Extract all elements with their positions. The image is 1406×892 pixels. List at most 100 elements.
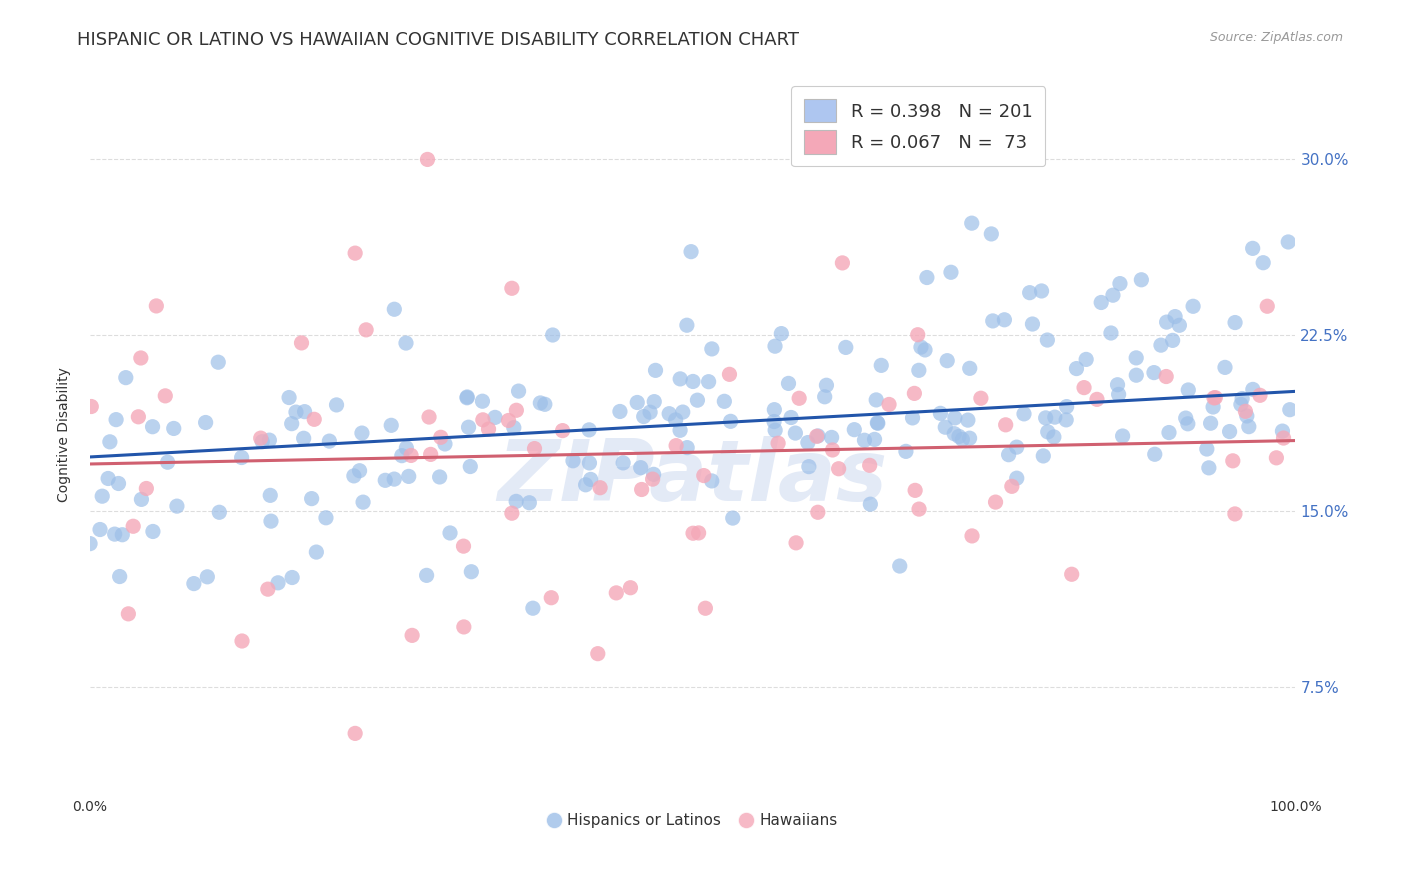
Point <box>682 526 704 541</box>
Point <box>575 477 598 491</box>
Point <box>281 570 304 584</box>
Point <box>131 492 153 507</box>
Point <box>155 389 177 403</box>
Point <box>831 256 853 270</box>
Point <box>107 476 129 491</box>
Point <box>501 281 523 295</box>
Point <box>578 456 600 470</box>
Point <box>1237 419 1260 434</box>
Point <box>820 430 842 444</box>
Point <box>183 576 205 591</box>
Point <box>700 474 723 488</box>
Point <box>1256 299 1278 313</box>
Point <box>814 390 837 404</box>
Point <box>797 435 820 450</box>
Point <box>498 413 520 427</box>
Point <box>477 422 499 436</box>
Point <box>806 429 828 443</box>
Point <box>166 499 188 513</box>
Point <box>460 565 482 579</box>
Text: ZIPatlas: ZIPatlas <box>498 436 887 519</box>
Point <box>259 488 281 502</box>
Point <box>948 429 970 443</box>
Point <box>418 410 440 425</box>
Point <box>612 456 634 470</box>
Point <box>908 363 931 377</box>
Point <box>950 433 973 447</box>
Point <box>502 420 524 434</box>
Point <box>934 420 956 434</box>
Point <box>344 246 367 260</box>
Point <box>391 449 413 463</box>
Point <box>129 351 152 365</box>
Point <box>721 511 744 525</box>
Point <box>956 413 979 427</box>
Point <box>778 376 800 391</box>
Point <box>633 409 655 424</box>
Point <box>1150 338 1173 352</box>
Point <box>904 483 927 498</box>
Point <box>267 575 290 590</box>
Point <box>249 431 271 445</box>
Point <box>252 434 274 449</box>
Point <box>807 429 830 443</box>
Point <box>1223 507 1246 521</box>
Point <box>290 335 312 350</box>
Point <box>859 497 882 511</box>
Point <box>551 424 574 438</box>
Point <box>302 412 325 426</box>
Point <box>780 410 803 425</box>
Point <box>1277 235 1299 249</box>
Point <box>1143 447 1166 461</box>
Point <box>619 581 641 595</box>
Point <box>484 410 506 425</box>
Point <box>1108 387 1130 401</box>
Point <box>433 437 456 451</box>
Point <box>541 328 564 343</box>
Point <box>908 502 931 516</box>
Point <box>1278 402 1301 417</box>
Point <box>1236 409 1258 423</box>
Point <box>89 523 111 537</box>
Point <box>1195 442 1218 456</box>
Point <box>91 489 114 503</box>
Point <box>471 394 494 409</box>
Point <box>142 419 165 434</box>
Point <box>672 405 695 419</box>
Point <box>959 361 981 376</box>
Point <box>959 431 981 445</box>
Point <box>686 393 709 408</box>
Point <box>821 442 844 457</box>
Point <box>936 353 959 368</box>
Point <box>1099 326 1122 340</box>
Point <box>508 384 530 398</box>
Point <box>643 467 665 482</box>
Point <box>1156 315 1178 329</box>
Point <box>1241 383 1264 397</box>
Point <box>695 601 717 615</box>
Point <box>111 527 134 541</box>
Point <box>763 415 786 429</box>
Point <box>827 461 849 475</box>
Point <box>863 433 886 447</box>
Point <box>658 407 681 421</box>
Point <box>1031 284 1053 298</box>
Point <box>505 494 527 508</box>
Point <box>1177 417 1199 431</box>
Point <box>1076 352 1098 367</box>
Point <box>894 444 917 458</box>
Point <box>997 448 1019 462</box>
Point <box>195 570 218 584</box>
Point <box>853 434 876 448</box>
Point <box>1109 277 1132 291</box>
Point <box>416 153 439 167</box>
Point <box>1043 410 1066 425</box>
Point <box>471 413 494 427</box>
Point <box>108 569 131 583</box>
Point <box>682 375 704 389</box>
Point <box>866 417 889 431</box>
Point <box>439 525 461 540</box>
Point <box>349 464 371 478</box>
Point <box>609 404 631 418</box>
Point <box>943 426 966 441</box>
